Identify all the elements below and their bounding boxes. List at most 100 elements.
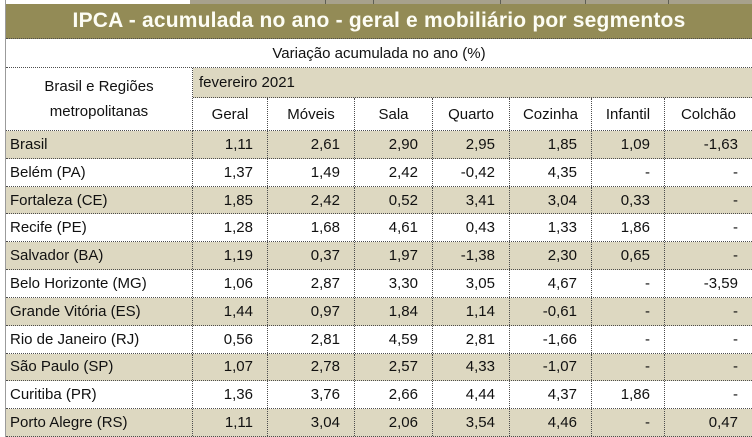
region-cell[interactable]: Porto Alegre (RS) — [6, 409, 193, 436]
value-cell-quarto[interactable]: 2,81 — [433, 325, 510, 353]
value-cell-quarto[interactable]: 3,05 — [433, 270, 510, 297]
value-cell-cozinha[interactable]: 1,33 — [510, 214, 592, 242]
region-cell[interactable]: Rio de Janeiro (RJ) — [6, 325, 193, 353]
value-cell-sala[interactable]: 0,52 — [355, 186, 433, 214]
value-cell-colchao[interactable]: -1,63 — [703, 135, 738, 153]
value-cell-geral[interactable]: 1,36 — [193, 381, 268, 409]
value-cell-infantil[interactable]: - — [592, 270, 665, 297]
value-cell-moveis[interactable]: 2,78 — [268, 353, 355, 381]
value-cell-moveis[interactable]: 3,76 — [268, 381, 355, 409]
value-cell-colchao[interactable]: - — [733, 358, 738, 376]
value-cell-moveis[interactable]: 2,42 — [268, 186, 355, 214]
value-cell-cozinha[interactable]: 4,46 — [510, 409, 592, 436]
value-cell-cozinha[interactable]: -1,66 — [510, 325, 592, 353]
value-cell-sala[interactable]: 1,97 — [355, 242, 433, 270]
value-cell-cozinha[interactable]: 4,35 — [510, 158, 592, 186]
value-cell-colchao[interactable]: - — [733, 386, 738, 404]
value-cell-colchao[interactable]: 0,47 — [708, 414, 738, 432]
value-cell-infantil[interactable]: - — [592, 297, 665, 325]
value-cell-geral[interactable]: 1,37 — [193, 158, 268, 186]
value-cell-geral[interactable]: 0,56 — [193, 325, 268, 353]
value-cell-colchao[interactable]: - — [733, 219, 738, 237]
value-cell-geral[interactable]: 1,44 — [193, 297, 268, 325]
value-cell-infantil[interactable]: 0,33 — [592, 186, 665, 214]
value-cell-cozinha[interactable]: 3,04 — [510, 186, 592, 214]
value-cell-colchao[interactable]: - — [733, 191, 738, 209]
value-cell-infantil[interactable]: 1,86 — [592, 381, 665, 409]
value-cell-quarto[interactable]: 3,54 — [433, 409, 510, 436]
region-cell[interactable]: Curitiba (PR) — [6, 381, 193, 409]
value-cell-sala[interactable]: 4,59 — [355, 325, 433, 353]
region-cell[interactable]: Belém (PA) — [6, 158, 193, 186]
column-header-cell[interactable]: Infantil — [592, 98, 665, 130]
column-header-cell[interactable]: Colchão — [680, 105, 737, 123]
column-header-cell[interactable]: Geral — [193, 98, 268, 130]
column-header-cell[interactable]: Cozinha — [510, 98, 592, 130]
table-title[interactable]: IPCA - acumulada no ano - geral e mobili… — [6, 4, 752, 39]
value-cell-colchao[interactable]: - — [733, 302, 738, 320]
value-cell-geral[interactable]: 1,06 — [193, 270, 268, 297]
value-cell-cozinha[interactable]: 1,85 — [510, 131, 592, 158]
value-cell-quarto[interactable]: 3,41 — [433, 186, 510, 214]
value-cell-geral[interactable]: 1,07 — [193, 353, 268, 381]
value-cell-quarto[interactable]: -1,38 — [433, 242, 510, 270]
value-cell-colchao[interactable]: - — [733, 330, 738, 348]
value-cell-geral[interactable]: 1,11 — [193, 409, 268, 436]
value-cell-quarto[interactable]: 4,33 — [433, 353, 510, 381]
value-cell-geral[interactable]: 1,85 — [193, 186, 268, 214]
value-cell-sala[interactable]: 2,66 — [355, 381, 433, 409]
value-cell-infantil[interactable]: - — [592, 409, 665, 436]
value-cell-infantil[interactable]: - — [592, 353, 665, 381]
value-cell-quarto[interactable]: 0,43 — [433, 214, 510, 242]
value-cell-moveis[interactable]: 3,04 — [268, 409, 355, 436]
table-subtitle[interactable]: Variação acumulada no ano (%) — [6, 39, 752, 68]
value-cell-sala[interactable]: 1,84 — [355, 297, 433, 325]
region-cell[interactable]: Recife (PE) — [6, 214, 193, 242]
row-header-cell[interactable]: Brasil e Regiões metropolitanas — [6, 68, 193, 131]
period-cell[interactable]: fevereiro 2021 — [193, 68, 752, 98]
value-cell-quarto[interactable]: 4,44 — [433, 381, 510, 409]
value-cell-colchao[interactable]: -3,59 — [703, 274, 738, 292]
column-header-cell[interactable]: Móveis — [268, 98, 355, 130]
value-cell-infantil[interactable]: - — [592, 158, 665, 186]
column-header-cell[interactable]: Sala — [355, 98, 433, 130]
value-cell-geral[interactable]: 1,19 — [193, 242, 268, 270]
value-cell-moveis[interactable]: 1,68 — [268, 214, 355, 242]
value-cell-moveis[interactable]: 2,81 — [268, 325, 355, 353]
value-cell-moveis[interactable]: 2,87 — [268, 270, 355, 297]
value-cell-sala[interactable]: 2,06 — [355, 409, 433, 436]
value-cell-sala[interactable]: 3,30 — [355, 270, 433, 297]
region-cell[interactable]: Fortaleza (CE) — [6, 186, 193, 214]
value-cell-sala[interactable]: 2,57 — [355, 353, 433, 381]
column-header-cell[interactable]: Quarto — [433, 98, 510, 130]
value-cell-moveis[interactable]: 0,97 — [268, 297, 355, 325]
value-cell-moveis[interactable]: 0,37 — [268, 242, 355, 270]
value-cell-geral[interactable]: 1,11 — [193, 131, 268, 158]
value-cell-colchao[interactable]: - — [733, 163, 738, 181]
value-cell-infantil[interactable]: - — [592, 325, 665, 353]
value-cell-quarto[interactable]: -0,42 — [433, 158, 510, 186]
value-cell-quarto[interactable]: 1,14 — [433, 297, 510, 325]
value-cell-cozinha[interactable]: 2,30 — [510, 242, 592, 270]
value-cell-cozinha[interactable]: 4,37 — [510, 381, 592, 409]
value-cell-cozinha[interactable]: 4,67 — [510, 270, 592, 297]
region-cell[interactable]: Belo Horizonte (MG) — [6, 270, 193, 297]
column-header-area: fevereiro 2021 Geral Móveis Sala Quarto … — [193, 68, 752, 131]
value-cell-sala[interactable]: 2,90 — [355, 131, 433, 158]
region-cell[interactable]: Grande Vitória (ES) — [6, 297, 193, 325]
value-cell-infantil[interactable]: 0,65 — [592, 242, 665, 270]
value-cell-infantil[interactable]: 1,86 — [592, 214, 665, 242]
value-cell-sala[interactable]: 4,61 — [355, 214, 433, 242]
value-cell-moveis[interactable]: 2,61 — [268, 131, 355, 158]
region-cell[interactable]: Salvador (BA) — [6, 242, 193, 270]
value-cell-moveis[interactable]: 1,49 — [268, 158, 355, 186]
value-cell-quarto[interactable]: 2,95 — [433, 131, 510, 158]
value-cell-infantil[interactable]: 1,09 — [592, 131, 665, 158]
region-cell[interactable]: São Paulo (SP) — [6, 353, 193, 381]
region-cell[interactable]: Brasil — [6, 131, 193, 158]
value-cell-colchao[interactable]: - — [733, 247, 738, 265]
value-cell-geral[interactable]: 1,28 — [193, 214, 268, 242]
value-cell-sala[interactable]: 2,42 — [355, 158, 433, 186]
value-cell-cozinha[interactable]: -0,61 — [510, 297, 592, 325]
value-cell-cozinha[interactable]: -1,07 — [510, 353, 592, 381]
